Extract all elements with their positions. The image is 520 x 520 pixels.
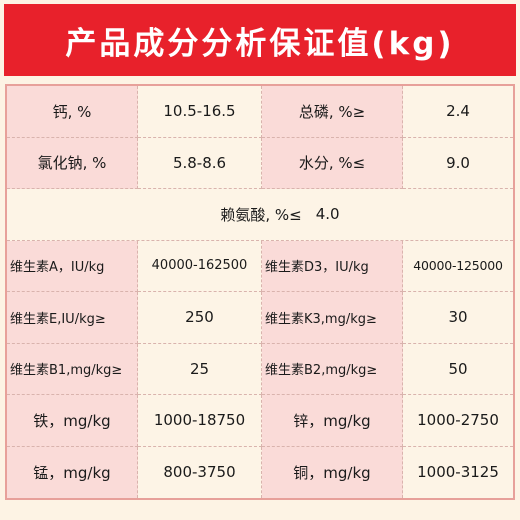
- title-banner: 产品成分分析保证值(kg): [4, 4, 516, 76]
- page-title: 产品成分分析保证值(kg): [65, 25, 455, 62]
- calcium-value: 10.5-16.5: [138, 86, 262, 138]
- vitamin-d3-label: 维生素D3，IU/kg: [262, 240, 403, 292]
- lysine-row: 赖氨酸, %≤ 4.0: [7, 189, 513, 241]
- calcium-label: 钙, %: [7, 86, 138, 138]
- phosphorus-value: 2.4: [403, 86, 513, 138]
- copper-label: 铜，mg/kg: [262, 446, 403, 498]
- iron-label: 铁，mg/kg: [7, 395, 138, 447]
- vitamin-k3-value: 30: [403, 292, 513, 344]
- iron-value: 1000-18750: [138, 395, 262, 447]
- analysis-table: 钙, % 10.5-16.5 总磷, %≥ 2.4 氯化钠, % 5.8-8.6…: [5, 84, 515, 500]
- vitamin-e-label: 维生素E,IU/kg≥: [7, 292, 138, 344]
- sodium-chloride-value: 5.8-8.6: [138, 137, 262, 189]
- vitamin-e-value: 250: [138, 292, 262, 344]
- moisture-value: 9.0: [403, 137, 513, 189]
- lysine-value: 4.0: [315, 205, 340, 224]
- vitamin-k3-label: 维生素K3,mg/kg≥: [262, 292, 403, 344]
- manganese-value: 800-3750: [138, 446, 262, 498]
- manganese-label: 锰，mg/kg: [7, 446, 138, 498]
- vitamin-b2-label: 维生素B2,mg/kg≥: [262, 343, 403, 395]
- vitamin-b2-value: 50: [403, 343, 513, 395]
- vitamin-b1-label: 维生素B1,mg/kg≥: [7, 343, 138, 395]
- vitamin-b1-value: 25: [138, 343, 262, 395]
- vitamin-a-value: 40000-162500: [138, 240, 262, 292]
- copper-value: 1000-3125: [403, 446, 513, 498]
- vitamin-d3-value: 40000-125000: [403, 240, 513, 292]
- sodium-chloride-label: 氯化钠, %: [7, 137, 138, 189]
- lysine-label: 赖氨酸, %≤: [220, 205, 302, 224]
- zinc-value: 1000-2750: [403, 395, 513, 447]
- vitamin-a-label: 维生素A，IU/kg: [7, 240, 138, 292]
- moisture-label: 水分, %≤: [262, 137, 403, 189]
- zinc-label: 锌，mg/kg: [262, 395, 403, 447]
- phosphorus-label: 总磷, %≥: [262, 86, 403, 138]
